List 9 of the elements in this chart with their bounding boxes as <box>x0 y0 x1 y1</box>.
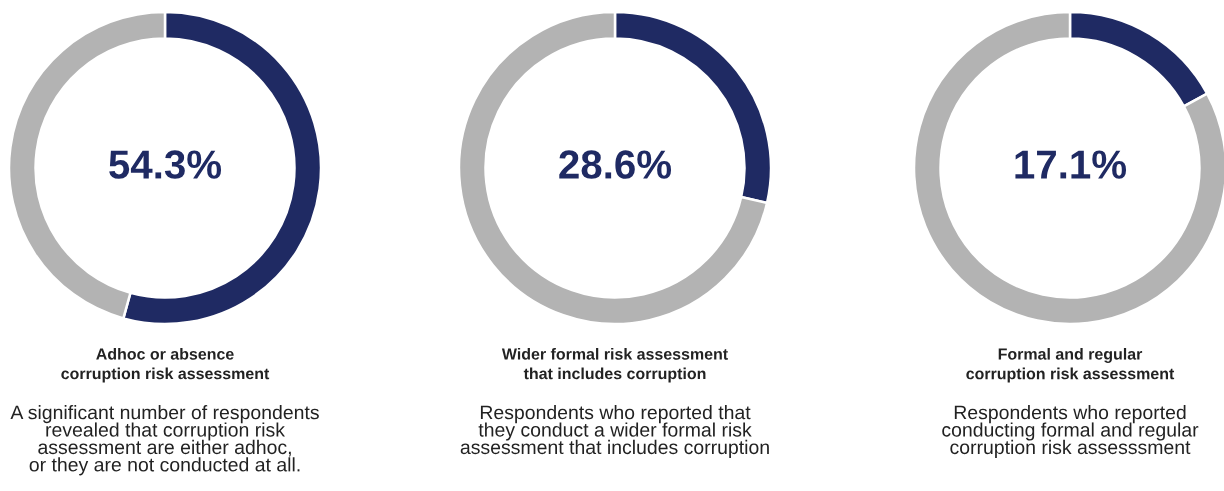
text: Wider formal risk assessment that includes corruption <box>501 348 728 383</box>
text: Formal and regular corruption risk assessment <box>966 348 1175 383</box>
data-label: 17.1% <box>1015 150 1127 179</box>
text: Respondents who reported conducting formal and regular corruption risk assesssment <box>942 405 1199 458</box>
text: Adhoc or absence corruption risk assessment <box>61 348 270 383</box>
data-label: 54.3% <box>109 150 222 179</box>
text: Respondents who reported that they conduct a wider formal risk assessment that includes corruption <box>460 405 769 458</box>
text: A significant number of respondents revealed that corruption risk assessment are either adhoc, or they are not conducted at all. <box>10 405 319 476</box>
data-label: 28.6% <box>559 150 672 179</box>
